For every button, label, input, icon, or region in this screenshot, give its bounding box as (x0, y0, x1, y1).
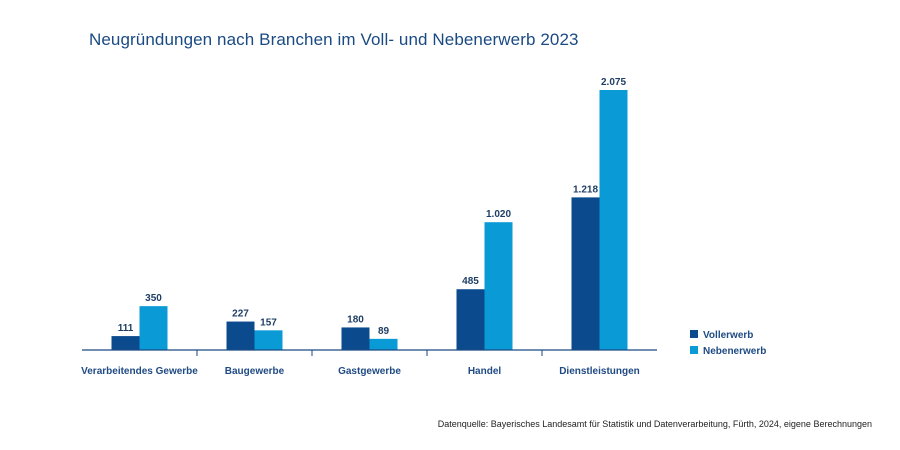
category-label: Dienstleistungen (559, 366, 640, 377)
bar-nebenerwerb-3 (484, 222, 513, 350)
legend: Vollerwerb Nebenerwerb (690, 330, 766, 357)
bar-vollerwerb-2 (341, 327, 370, 350)
value-label: 1.020 (486, 209, 511, 220)
bar-nebenerwerb-2 (369, 338, 398, 350)
category-label: Gastgewerbe (338, 366, 401, 377)
bars-group (111, 90, 628, 350)
bar-nebenerwerb-1 (254, 330, 283, 350)
value-label: 111 (118, 323, 134, 334)
source-note: Datenquelle: Bayerisches Landesamt für S… (437, 419, 872, 429)
value-label: 350 (145, 293, 162, 304)
value-label: 227 (232, 309, 249, 320)
bar-vollerwerb-4 (571, 197, 600, 350)
category-labels-group: Verarbeitendes Gewerbe Baugewerbe Gastgewe… (81, 366, 640, 377)
legend-swatch-vollerwerb (690, 330, 698, 338)
legend-label-vollerwerb: Vollerwerb (703, 330, 753, 341)
bar-vollerwerb-1 (226, 321, 255, 350)
value-label: 485 (462, 276, 479, 287)
value-label: 157 (260, 317, 277, 328)
axis-ticks-group (196, 350, 543, 356)
category-label: Handel (468, 366, 502, 377)
chart-title: Neugründungen nach Branchen im Voll- und… (89, 30, 579, 49)
value-label: 2.075 (601, 77, 626, 88)
bar-vollerwerb-0 (111, 336, 140, 350)
bar-nebenerwerb-0 (139, 306, 168, 350)
bar-nebenerwerb-4 (599, 90, 628, 350)
value-label: 89 (378, 326, 390, 337)
value-label: 180 (347, 314, 364, 325)
legend-swatch-nebenerwerb (690, 346, 698, 354)
bar-vollerwerb-3 (456, 289, 485, 350)
legend-label-nebenerwerb: Nebenerwerb (703, 346, 766, 357)
value-label: 1.218 (573, 184, 598, 195)
value-labels-group: 111 350 227 157 180 89 485 1.020 1.218 2.075 (118, 77, 627, 337)
category-label: Verarbeitendes Gewerbe (81, 366, 198, 377)
category-label: Baugewerbe (225, 366, 285, 377)
